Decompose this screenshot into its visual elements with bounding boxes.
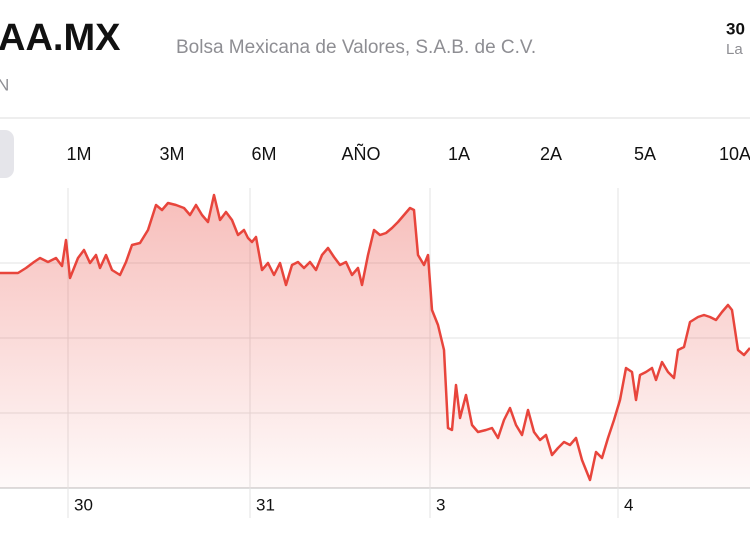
selected-range[interactable]	[0, 130, 14, 178]
price: 30	[726, 19, 745, 38]
range-button[interactable]: 3M	[159, 144, 184, 164]
range-button[interactable]: 1M	[66, 144, 91, 164]
price-line	[0, 193, 750, 482]
x-tick-label: 31	[256, 495, 275, 514]
range-button[interactable]: 1A	[448, 144, 470, 164]
price-note: La	[726, 41, 743, 58]
x-tick-label: 3	[436, 495, 445, 514]
x-tick-label: 4	[624, 495, 633, 514]
x-tick-label: 30	[74, 495, 93, 514]
ticker: AA.MX	[0, 17, 121, 59]
range-button[interactable]: 5A	[634, 144, 656, 164]
range-button[interactable]: 2A	[540, 144, 562, 164]
area	[0, 195, 750, 488]
range-button[interactable]: 10A	[719, 144, 750, 164]
range-button[interactable]: 6M	[251, 144, 276, 164]
subtitle: N	[0, 75, 9, 94]
exchange: Bolsa Mexicana de Valores, S.A.B. de C.V…	[176, 37, 536, 58]
range-button[interactable]: AÑO	[341, 143, 380, 164]
